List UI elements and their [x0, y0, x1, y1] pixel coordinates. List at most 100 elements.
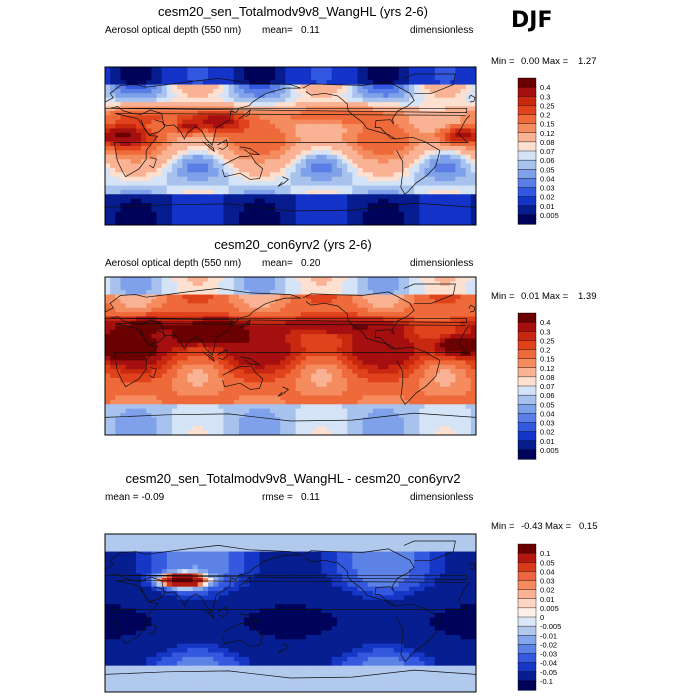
- colorbar-tick-label: 0.01: [540, 202, 555, 211]
- colorbar-swatch: [517, 331, 537, 341]
- panel-1-min-label: Min =: [491, 56, 515, 67]
- colorbar-swatch: [517, 312, 537, 323]
- colorbar-swatch: [517, 196, 537, 207]
- map-panel-2: [104, 276, 477, 436]
- panel-1-variable-label: Aerosol optical depth (550 nm): [105, 25, 242, 36]
- colorbar-tick-label: 0.03: [540, 577, 555, 586]
- colorbar-swatch: [517, 598, 537, 609]
- colorbar-tick-label: -0.02: [540, 640, 557, 649]
- colorbar-tick-label: 0.12: [540, 129, 555, 138]
- colorbar-tick-label: 0.15: [540, 120, 555, 129]
- colorbar-swatch: [517, 394, 537, 405]
- colorbar-swatch: [517, 671, 537, 682]
- colorbar-tick-label: 0.02: [540, 193, 555, 202]
- colorbar-swatch: [517, 449, 537, 460]
- colorbar-1: 0.40.30.250.20.150.120.080.070.060.050.0…: [517, 77, 559, 225]
- colorbar-swatch: [517, 543, 537, 554]
- map-field-3: [105, 534, 476, 692]
- colorbar-tick-label: 0.1: [540, 549, 550, 558]
- colorbar-tick-label: 0.25: [540, 101, 555, 110]
- colorbar-tick-label: 0.05: [540, 165, 555, 174]
- panel-3-min-value: -0.43: [521, 521, 543, 532]
- coastlines-1: [105, 73, 476, 212]
- colorbar-tick-label: 0.005: [540, 604, 559, 613]
- colorbar-swatch: [517, 404, 537, 414]
- colorbar-tick-label: 0.06: [540, 156, 555, 165]
- colorbar-tick-label: 0.3: [540, 92, 550, 101]
- colorbar-tick-label: 0.08: [540, 373, 555, 382]
- colorbar-tick-label: 0.03: [540, 184, 555, 193]
- season-label: DJF: [511, 8, 553, 33]
- colorbar-tick-label: -0.1: [540, 677, 553, 686]
- colorbar-swatch: [517, 616, 537, 627]
- panel-3-min-label: Min =: [491, 521, 515, 532]
- colorbar-tick-label: 0.07: [540, 382, 555, 391]
- panel-3-max-value: 0.15: [579, 521, 598, 532]
- coastlines-3: [105, 540, 476, 679]
- panel-3-mean-label: mean = -0.09: [105, 492, 165, 503]
- colorbar-tick-label: 0.02: [540, 586, 555, 595]
- colorbar-swatch: [517, 214, 537, 225]
- colorbar-tick-label: 0.005: [540, 446, 559, 455]
- panel-2-max-value: 1.39: [578, 291, 597, 302]
- colorbar-swatch: [517, 607, 537, 618]
- panel-2-variable-label: Aerosol optical depth (550 nm): [105, 258, 242, 269]
- panel-1-mean-value: 0.11: [301, 25, 320, 36]
- colorbar-tick-label: -0.005: [540, 622, 561, 631]
- colorbar-tick-label: 0.2: [540, 346, 550, 355]
- colorbar-swatch: [517, 580, 537, 591]
- panel-3-rmse-label: rmse =: [262, 492, 293, 503]
- map-panel-1: [104, 66, 477, 226]
- colorbar-swatch: [517, 413, 537, 424]
- colorbar-tick-label: 0.02: [540, 428, 555, 437]
- colorbar-3: 0.10.050.040.030.020.010.0050-0.005-0.01…: [517, 543, 561, 691]
- colorbar-swatch: [517, 340, 537, 351]
- colorbar-tick-label: 0.04: [540, 567, 555, 576]
- panel-2-max-label: Max =: [542, 291, 569, 302]
- colorbar-swatch: [517, 644, 537, 655]
- colorbar-tick-label: 0.12: [540, 364, 555, 373]
- map-field-2: [105, 277, 476, 435]
- panel-2-title: cesm20_con6yrv2 (yrs 2-6): [214, 237, 372, 252]
- panel-3-rmse-value: 0.11: [301, 492, 320, 503]
- panel-2-min-value: 0.01: [521, 291, 540, 302]
- colorbar-swatch: [517, 178, 537, 189]
- colorbar-swatch: [517, 169, 537, 179]
- panel-2-mean-value: 0.20: [301, 258, 321, 269]
- colorbar-tick-label: 0.06: [540, 391, 555, 400]
- colorbar-tick-label: 0.2: [540, 111, 550, 120]
- panel-1-min-value: 0.00: [521, 56, 540, 67]
- colorbar-swatch: [517, 635, 537, 645]
- colorbar-tick-label: 0.05: [540, 558, 555, 567]
- colorbar-swatch: [517, 431, 537, 442]
- colorbar-tick-label: -0.04: [540, 659, 557, 668]
- colorbar-tick-label: 0.15: [540, 355, 555, 364]
- colorbar-swatch: [517, 150, 537, 161]
- colorbar-swatch: [517, 187, 537, 198]
- colorbar-tick-label: 0.08: [540, 138, 555, 147]
- colorbar-tick-label: 0.3: [540, 327, 550, 336]
- panel-3-max-label: Max =: [545, 521, 572, 532]
- colorbar-swatch: [517, 123, 537, 134]
- map-frame-3: [104, 533, 477, 693]
- map-frame-1: [104, 66, 477, 226]
- colorbar-swatch: [517, 358, 537, 369]
- coastlines-2: [105, 283, 476, 422]
- colorbar-tick-label: 0.4: [540, 83, 550, 92]
- colorbar-tick-label: 0.04: [540, 409, 555, 418]
- colorbar-swatch: [517, 96, 537, 106]
- colorbar-tick-label: 0.25: [540, 336, 555, 345]
- colorbar-tick-label: 0.005: [540, 211, 559, 220]
- colorbar-swatch: [517, 159, 537, 170]
- panel-1-max-value: 1.27: [578, 56, 597, 67]
- colorbar-swatch: [517, 562, 537, 572]
- colorbar-tick-label: -0.03: [540, 650, 557, 659]
- colorbar-swatch: [517, 440, 537, 451]
- colorbar-tick-label: -0.01: [540, 631, 557, 640]
- colorbar-swatch: [517, 141, 537, 152]
- colorbar-swatch: [517, 385, 537, 396]
- panel-2-mean-label: mean=: [262, 258, 293, 269]
- colorbar-swatch: [517, 376, 537, 387]
- colorbar-tick-label: 0.01: [540, 437, 555, 446]
